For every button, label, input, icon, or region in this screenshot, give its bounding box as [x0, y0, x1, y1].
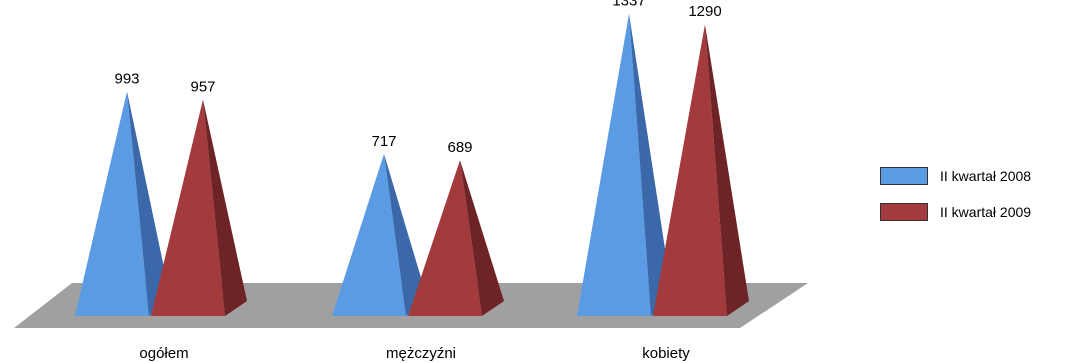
- category-label-2: kobiety: [642, 345, 690, 362]
- legend-swatch-2008: [880, 167, 928, 185]
- data-label-0-0: 993: [114, 70, 139, 87]
- pyramid-side-0-0: [127, 91, 171, 317]
- pyramid-front-1-1: [408, 160, 482, 316]
- legend-item-2009: II kwartał 2009: [880, 202, 1031, 222]
- data-label-0-1: 717: [371, 133, 396, 150]
- data-label-1-2: 1290: [688, 3, 721, 20]
- legend-label-2009: II kwartał 2009: [940, 204, 1032, 220]
- pyramid-front-1-0: [151, 99, 225, 316]
- pyramid-front-0-2: [577, 13, 651, 317]
- pyramid-side-1-0: [203, 99, 247, 316]
- data-label-1-1: 689: [447, 139, 472, 156]
- pyramid-front-0-1: [332, 153, 406, 316]
- pyramid-side-1-1: [460, 160, 504, 316]
- category-label-1: mężczyźni: [386, 345, 456, 362]
- legend-swatch-2009: [880, 203, 928, 221]
- pyramid-side-1-2: [705, 24, 749, 317]
- pyramid-side-0-2: [629, 13, 673, 317]
- pyramid-side-0-1: [384, 153, 428, 316]
- legend-item-2008: II kwartał 2008: [880, 166, 1031, 186]
- data-label-1-0: 957: [190, 79, 215, 96]
- pyramid-front-0-0: [75, 91, 149, 317]
- pyramid-front-1-2: [653, 24, 727, 317]
- data-label-0-2: 1337: [612, 0, 645, 10]
- legend-label-2008: II kwartał 2008: [940, 168, 1032, 184]
- category-label-0: ogółem: [139, 345, 188, 362]
- legend: II kwartał 2008 II kwartał 2009: [880, 166, 1031, 238]
